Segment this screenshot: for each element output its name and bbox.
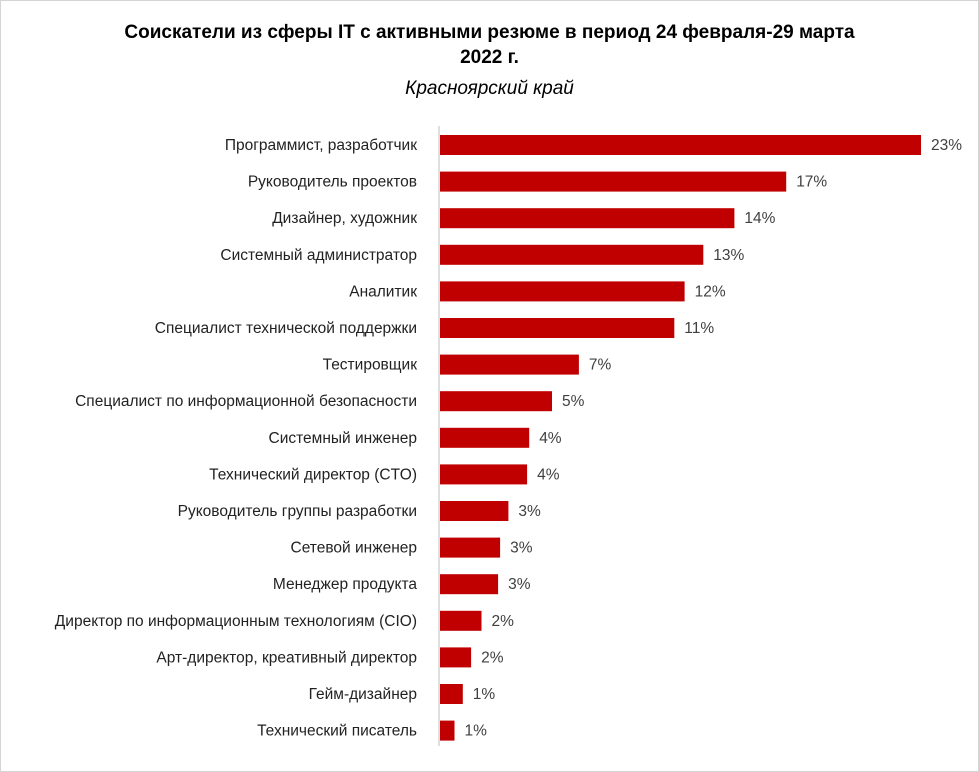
chart-subtitle: Красноярский край <box>405 78 574 99</box>
data-label: 23% <box>931 137 962 154</box>
category-label: Системный администратор <box>220 247 417 264</box>
category-label: Директор по информационным технологиям (… <box>55 613 417 630</box>
chart-title-line-2: 2022 г. <box>460 47 519 68</box>
category-label: Аналитик <box>349 283 417 300</box>
category-label: Специалист технической поддержки <box>155 320 417 337</box>
data-label: 17% <box>796 174 827 191</box>
bar <box>440 281 685 302</box>
category-label: Системный инженер <box>269 430 417 447</box>
bar <box>440 610 482 631</box>
bar <box>440 391 552 412</box>
category-label: Гейм-дизайнер <box>309 686 417 703</box>
category-label: Менеджер продукта <box>273 576 417 593</box>
bar <box>440 208 735 229</box>
category-label: Технический писатель <box>257 723 417 740</box>
data-label: 13% <box>713 247 744 264</box>
category-label: Дизайнер, художник <box>272 210 417 227</box>
data-label: 3% <box>518 503 541 520</box>
bar <box>440 354 579 375</box>
data-label: 2% <box>481 649 504 666</box>
bar <box>440 574 499 595</box>
category-label: Руководитель проектов <box>248 174 417 191</box>
bar <box>440 244 704 265</box>
category-label: Программист, разработчик <box>225 137 417 154</box>
bar <box>440 684 463 704</box>
bar <box>440 135 921 155</box>
data-label: 11% <box>684 320 714 337</box>
data-label: 1% <box>473 686 496 703</box>
bar <box>440 427 530 448</box>
bar <box>440 501 509 521</box>
category-label: Сетевой инженер <box>291 540 418 557</box>
data-label: 14% <box>744 210 775 227</box>
data-label: 12% <box>695 283 726 300</box>
bar <box>440 171 787 192</box>
chart-title-line-1: Соискатели из сферы IT с активными резюм… <box>124 22 855 43</box>
data-label: 3% <box>508 576 531 593</box>
category-label: Тестировщик <box>323 357 418 374</box>
bar <box>440 537 501 558</box>
data-label: 4% <box>539 430 562 447</box>
category-label: Руководитель группы разработки <box>178 503 417 520</box>
data-label: 5% <box>562 393 585 410</box>
data-label: 2% <box>492 613 515 630</box>
category-label: Арт-директор, креативный директор <box>156 649 417 666</box>
data-label: 1% <box>465 723 488 740</box>
data-label: 7% <box>589 357 612 374</box>
category-label: Специалист по информационной безопасност… <box>75 393 417 410</box>
bar <box>440 647 472 668</box>
data-label: 4% <box>537 466 560 483</box>
bar <box>440 464 528 485</box>
bar <box>440 720 455 741</box>
bar <box>440 318 675 338</box>
category-label: Технический директор (CTO) <box>209 466 417 483</box>
data-label: 3% <box>510 540 533 557</box>
